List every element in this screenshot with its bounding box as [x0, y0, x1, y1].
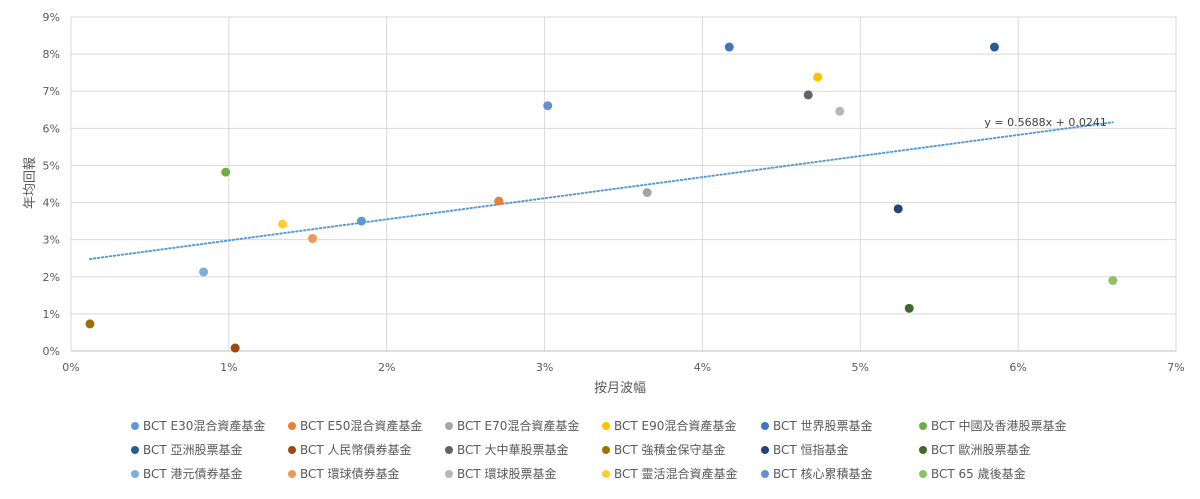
legend-label: BCT E70混合資產基金: [457, 418, 579, 433]
trendline-group: y = 0.5688x + 0.0241: [88, 116, 1114, 261]
legend-label: BCT 環球債券基金: [300, 466, 400, 481]
x-axis-title: 按月波幅: [594, 381, 646, 396]
x-tick-label: 1%: [220, 361, 237, 374]
trendline: [88, 121, 1114, 261]
legend-marker: [919, 470, 927, 478]
legend: BCT E30混合資產基金 BCT E50混合資產基金 BCT E70混合資產基金 B…: [131, 418, 1067, 481]
legend-marker: [602, 446, 610, 454]
data-point-7: [989, 42, 999, 52]
legend-label: BCT 強積金保守基金: [614, 442, 726, 457]
legend-label: BCT 歐洲股票基金: [931, 442, 1031, 457]
y-tick-label: 8%: [43, 48, 60, 61]
legend-label: BCT 65 歲後基金: [931, 466, 1026, 481]
y-tick-label: 4%: [43, 197, 60, 210]
x-tick-label: 3%: [536, 361, 553, 374]
data-point-2: [494, 196, 504, 206]
data-point-4: [813, 72, 823, 82]
data-point-3: [642, 188, 652, 198]
legend-marker: [288, 470, 296, 478]
legend-label: BCT 中國及香港股票基金: [931, 418, 1067, 433]
legend-marker: [288, 446, 296, 454]
tick-labels: 0% 1% 2% 3% 4% 5% 6% 7% 0% 1% 2% 3% 4% 5% 6% 7% 8% 9%: [43, 11, 1185, 374]
y-tick-label: 0%: [43, 345, 60, 358]
legend-label: BCT 環球股票基金: [457, 466, 557, 481]
legend-label: BCT E90混合資產基金: [614, 418, 736, 433]
gridlines: [70, 16, 1177, 352]
legend-label: BCT 人民幣債券基金: [300, 442, 412, 457]
data-point-9: [803, 90, 813, 100]
legend-marker: [288, 422, 296, 430]
x-tick-label: 0%: [62, 361, 79, 374]
data-point-6: [221, 167, 231, 177]
legend-label: BCT 核心累積基金: [773, 466, 873, 481]
data-point-10: [85, 319, 95, 329]
data-point-5: [724, 42, 734, 52]
legend-marker: [445, 446, 453, 454]
legend-marker: [761, 446, 769, 454]
x-tick-label: 7%: [1167, 361, 1184, 374]
legend-label: BCT 港元債券基金: [143, 466, 243, 481]
legend-label: BCT 亞洲股票基金: [143, 442, 243, 457]
legend-marker: [445, 470, 453, 478]
y-tick-label: 9%: [43, 11, 60, 24]
y-tick-label: 3%: [43, 234, 60, 247]
y-tick-label: 5%: [43, 159, 60, 172]
data-point-14: [308, 234, 318, 244]
legend-label: BCT 恒指基金: [773, 442, 849, 457]
trendline-equation: y = 0.5688x + 0.0241: [984, 116, 1106, 129]
y-tick-label: 6%: [43, 122, 60, 135]
legend-label: BCT 靈活混合資產基金: [614, 466, 738, 481]
legend-marker: [602, 422, 610, 430]
data-point-16: [278, 219, 288, 229]
y-tick-label: 7%: [43, 85, 60, 98]
data-point-15: [835, 106, 845, 116]
legend-marker: [919, 422, 927, 430]
y-tick-label: 1%: [43, 308, 60, 321]
legend-marker: [131, 422, 139, 430]
data-point-18: [1108, 275, 1118, 285]
legend-marker: [131, 470, 139, 478]
legend-marker: [919, 446, 927, 454]
legend-marker: [761, 422, 769, 430]
legend-label: BCT E30混合資產基金: [143, 418, 265, 433]
x-tick-label: 2%: [378, 361, 395, 374]
data-point-1: [356, 216, 366, 226]
data-point-17: [543, 101, 553, 111]
y-axis-title: 年均回報: [23, 157, 38, 209]
x-tick-label: 6%: [1009, 361, 1026, 374]
data-point-13: [199, 267, 209, 277]
legend-marker: [445, 422, 453, 430]
data-point-12: [904, 303, 914, 313]
legend-marker: [131, 446, 139, 454]
data-point-11: [893, 204, 903, 214]
data-point-8: [230, 343, 240, 353]
legend-marker: [602, 470, 610, 478]
legend-marker: [761, 470, 769, 478]
legend-label: BCT 世界股票基金: [773, 418, 873, 433]
legend-label: BCT E50混合資產基金: [300, 418, 422, 433]
data-points: [85, 42, 1118, 353]
y-tick-label: 2%: [43, 271, 60, 284]
x-tick-label: 5%: [852, 361, 869, 374]
x-tick-label: 4%: [694, 361, 711, 374]
legend-label: BCT 大中華股票基金: [457, 442, 569, 457]
